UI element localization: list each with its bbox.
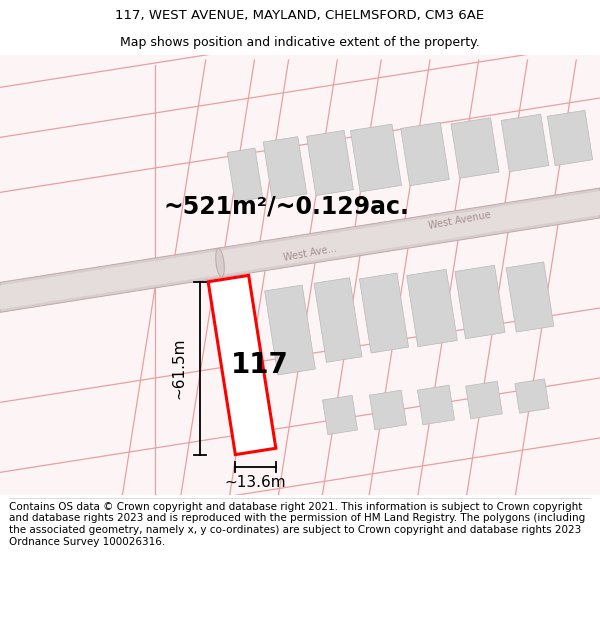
Polygon shape <box>359 273 409 353</box>
Polygon shape <box>451 118 499 178</box>
Polygon shape <box>208 276 276 454</box>
Text: 117, WEST AVENUE, MAYLAND, CHELMSFORD, CM3 6AE: 117, WEST AVENUE, MAYLAND, CHELMSFORD, C… <box>115 9 485 22</box>
Polygon shape <box>314 278 362 362</box>
Text: ~521m²/~0.129ac.: ~521m²/~0.129ac. <box>163 195 409 219</box>
Polygon shape <box>547 111 593 166</box>
Text: ~61.5m: ~61.5m <box>171 338 186 399</box>
Polygon shape <box>322 396 358 434</box>
Polygon shape <box>350 124 401 192</box>
Ellipse shape <box>215 248 224 277</box>
Polygon shape <box>466 381 502 419</box>
Polygon shape <box>263 137 307 199</box>
Polygon shape <box>401 122 449 186</box>
Polygon shape <box>370 390 407 430</box>
Polygon shape <box>501 114 549 172</box>
Text: 117: 117 <box>231 351 289 379</box>
Polygon shape <box>307 131 353 196</box>
Polygon shape <box>227 148 263 202</box>
Polygon shape <box>0 191 600 309</box>
Polygon shape <box>407 269 457 347</box>
Text: ~13.6m: ~13.6m <box>225 474 286 489</box>
Text: Contains OS data © Crown copyright and database right 2021. This information is : Contains OS data © Crown copyright and d… <box>9 502 585 547</box>
Polygon shape <box>418 385 455 425</box>
Polygon shape <box>265 285 316 375</box>
Polygon shape <box>506 262 554 332</box>
Polygon shape <box>455 265 505 339</box>
Text: Map shows position and indicative extent of the property.: Map shows position and indicative extent… <box>120 36 480 49</box>
Text: West Ave...: West Ave... <box>283 244 337 263</box>
Text: West Avenue: West Avenue <box>428 209 492 231</box>
Polygon shape <box>0 188 600 312</box>
Polygon shape <box>515 379 549 413</box>
